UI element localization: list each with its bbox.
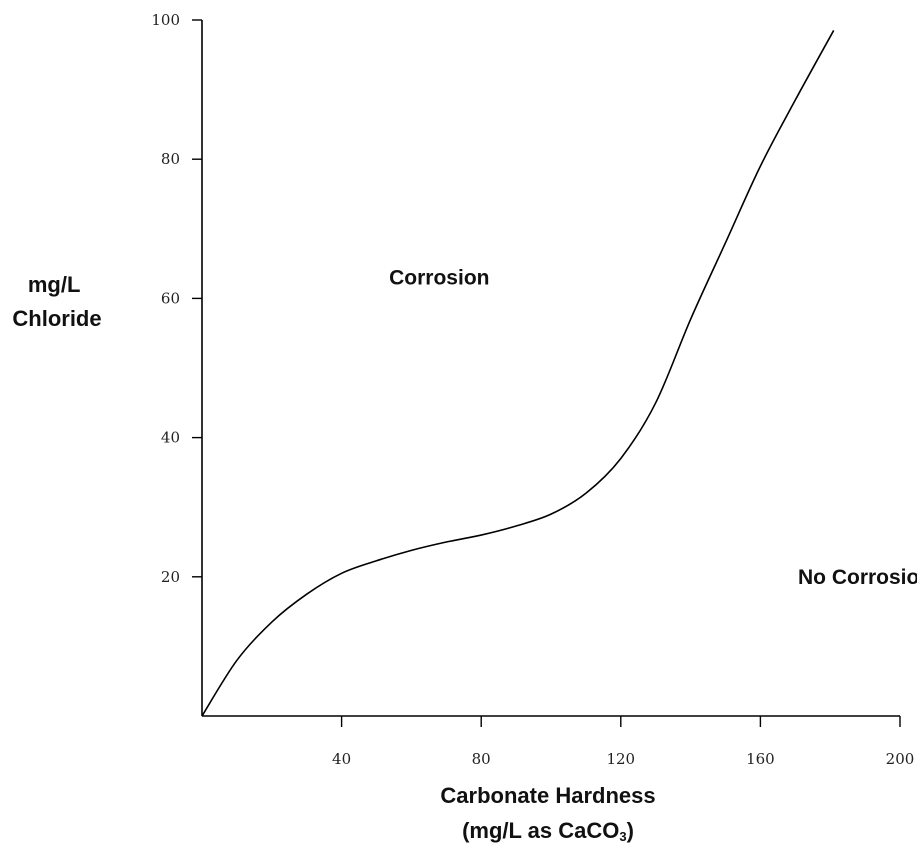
x-tick-label: 80 (472, 750, 491, 768)
y-ticks: 20 40 60 80 100 (151, 11, 202, 586)
region-labels: Corrosion No Corrosion (389, 267, 917, 589)
chloride-hardness-curve (201, 30, 835, 717)
x-tick-label: 200 (886, 750, 915, 768)
y-axis-title: mg/L Chloride (12, 272, 101, 331)
region-label-no-corrosion: No Corrosion (798, 566, 917, 589)
region-label-corrosion: Corrosion (389, 267, 489, 290)
y-tick-label: 20 (161, 568, 180, 586)
y-tick-label: 60 (161, 289, 180, 307)
x-axis-unit-text: (mg/L as CaCO (462, 818, 619, 843)
x-axis-unit-subscript: 3 (619, 829, 626, 844)
x-axis-title-line-2: (mg/L as CaCO3) (462, 818, 634, 844)
x-tick-label: 40 (332, 750, 351, 768)
axes (201, 20, 900, 717)
x-tick-label: 160 (746, 750, 775, 768)
y-axis-title-line-1: mg/L (28, 272, 80, 297)
y-tick-label: 40 (161, 429, 180, 447)
y-tick-label: 100 (151, 11, 180, 29)
y-tick-label: 80 (161, 150, 180, 168)
x-axis-unit-close: ) (627, 818, 634, 843)
y-axis-title-line-2: Chloride (12, 306, 101, 331)
x-ticks: 40 80 120 160 200 (332, 716, 914, 768)
x-axis-title-line-1: Carbonate Hardness (440, 783, 655, 808)
x-tick-label: 120 (606, 750, 635, 768)
